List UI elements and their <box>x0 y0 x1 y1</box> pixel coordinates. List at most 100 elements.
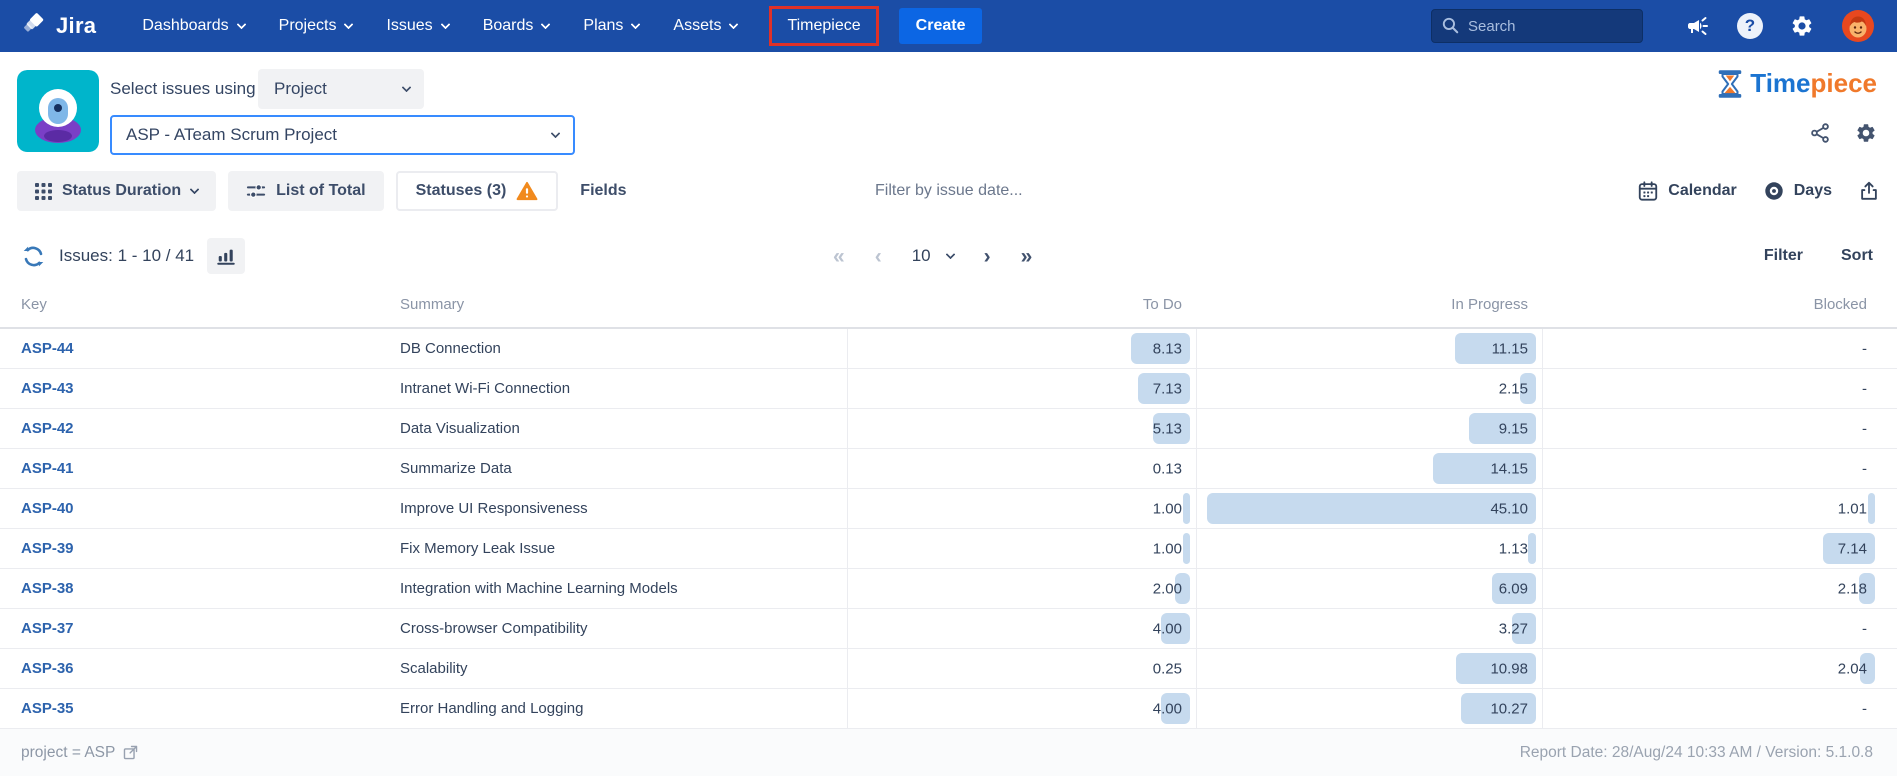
statuses-button[interactable]: Statuses (3) <box>396 171 559 211</box>
issue-summary: Fix Memory Leak Issue <box>395 529 847 568</box>
project-dropdown[interactable]: ASP - ATeam Scrum Project <box>110 115 575 155</box>
nav-item-label: Projects <box>279 17 337 35</box>
cell-to-do: 7.13 <box>847 369 1196 408</box>
issue-key-link[interactable]: ASP-43 <box>21 380 74 397</box>
nav-item[interactable]: Projects <box>277 7 355 45</box>
announcements-button[interactable] <box>1686 14 1710 38</box>
chevron-down-icon <box>236 19 246 29</box>
report-footer: project = ASP Report Date: 28/Aug/24 10:… <box>0 729 1897 776</box>
brand-piece: piece <box>1811 68 1878 98</box>
filter-button[interactable]: Filter <box>1764 247 1803 265</box>
report-type-dropdown[interactable]: Status Duration <box>17 171 216 211</box>
cell-blocked: - <box>1542 369 1881 408</box>
issues-bar: Issues: 1 - 10 / 41 « ‹ 10 › » <box>0 236 1897 276</box>
column-header-in-progress[interactable]: In Progress <box>1196 296 1542 327</box>
last-page-button[interactable]: » <box>1021 246 1033 267</box>
external-link-icon <box>122 744 139 761</box>
nav-item[interactable]: Timepiece <box>769 6 878 46</box>
nav-item-label: Plans <box>583 17 623 35</box>
toolbar-right: Calendar Days <box>1637 169 1880 213</box>
nav-item[interactable]: Assets <box>671 7 739 45</box>
duration-value: 11.15 <box>1492 340 1528 357</box>
duration-value: - <box>1862 700 1867 717</box>
first-page-button[interactable]: « <box>833 246 845 267</box>
prev-page-button[interactable]: ‹ <box>875 246 882 267</box>
settings-button[interactable] <box>1790 14 1814 38</box>
fields-button[interactable]: Fields <box>580 182 626 200</box>
export-button[interactable] <box>1858 179 1880 203</box>
issue-key-link[interactable]: ASP-40 <box>21 500 74 517</box>
issue-key-link[interactable]: ASP-41 <box>21 460 74 477</box>
issue-key-link[interactable]: ASP-37 <box>21 620 74 637</box>
top-navbar: Jira Dashboards Projects Issues Boards P… <box>0 0 1897 52</box>
global-search[interactable] <box>1431 9 1643 43</box>
issue-key-link[interactable]: ASP-44 <box>21 340 74 357</box>
days-toggle[interactable]: Days <box>1763 180 1832 202</box>
duration-value: - <box>1862 340 1867 357</box>
nav-item[interactable]: Dashboards <box>140 7 246 45</box>
user-avatar[interactable] <box>1841 9 1875 43</box>
calendar-button[interactable]: Calendar <box>1637 180 1736 202</box>
share-icon[interactable] <box>1809 122 1831 144</box>
duration-value: 2.00 <box>1153 580 1182 597</box>
duration-value: - <box>1862 420 1867 437</box>
jql-query-label: project = ASP <box>21 744 115 762</box>
issue-key-link[interactable]: ASP-42 <box>21 420 74 437</box>
page-size-dropdown[interactable]: 10 <box>912 246 954 266</box>
search-input[interactable] <box>1431 9 1643 43</box>
duration-value: 10.27 <box>1490 700 1528 717</box>
nav-item-label: Boards <box>483 17 534 35</box>
cell-blocked: - <box>1542 409 1881 448</box>
report-date-label: Report Date: 28/Aug/24 10:33 AM / Versio… <box>1520 744 1873 762</box>
duration-value: 1.01 <box>1838 500 1867 517</box>
help-button[interactable]: ? <box>1737 13 1763 39</box>
refresh-icon[interactable] <box>21 244 46 269</box>
cell-to-do: 2.00 <box>847 569 1196 608</box>
cell-blocked: 2.04 <box>1542 649 1881 688</box>
date-filter-input[interactable]: Filter by issue date... <box>875 182 1023 200</box>
cell-to-do: 5.13 <box>847 409 1196 448</box>
nav-item[interactable]: Boards <box>481 7 552 45</box>
issue-key-link[interactable]: ASP-36 <box>21 660 74 677</box>
column-header-blocked[interactable]: Blocked <box>1542 296 1881 327</box>
column-header-key[interactable]: Key <box>16 296 395 327</box>
duration-value: 45.10 <box>1490 500 1528 517</box>
jql-query-link[interactable]: project = ASP <box>21 744 139 762</box>
timepiece-logo: Timepiece <box>1715 68 1877 99</box>
cell-blocked: 7.14 <box>1542 529 1881 568</box>
table-row: ASP-37 Cross-browser Compatibility 4.00 … <box>0 609 1897 649</box>
cell-in-progress: 10.98 <box>1196 649 1542 688</box>
nav-menu: Dashboards Projects Issues Boards Plans … <box>140 6 878 46</box>
table-row: ASP-40 Improve UI Responsiveness 1.00 45… <box>0 489 1897 529</box>
jira-logo[interactable]: Jira <box>22 13 96 39</box>
table-header: Key Summary To Do In Progress Blocked <box>0 296 1897 329</box>
issue-key-link[interactable]: ASP-35 <box>21 700 74 717</box>
search-icon <box>1441 16 1460 35</box>
chart-view-button[interactable] <box>207 238 245 274</box>
column-header-to-do[interactable]: To Do <box>847 296 1196 327</box>
issues-count-label: Issues: 1 - 10 / 41 <box>59 246 194 266</box>
next-page-button[interactable]: › <box>984 246 991 267</box>
table-row: ASP-38 Integration with Machine Learning… <box>0 569 1897 609</box>
sort-button[interactable]: Sort <box>1841 247 1873 265</box>
issue-key-link[interactable]: ASP-39 <box>21 540 74 557</box>
cell-in-progress: 6.09 <box>1196 569 1542 608</box>
column-header-summary[interactable]: Summary <box>395 296 847 327</box>
list-of-total-button[interactable]: List of Total <box>228 171 383 211</box>
duration-value: 4.00 <box>1153 620 1182 637</box>
warning-icon <box>516 181 538 201</box>
nav-item[interactable]: Issues <box>384 7 450 45</box>
duration-value: 3.27 <box>1499 620 1528 637</box>
nav-item[interactable]: Plans <box>581 7 641 45</box>
report-settings-gear-icon[interactable] <box>1855 122 1877 144</box>
issue-key-link[interactable]: ASP-38 <box>21 580 74 597</box>
navbar-right: ? <box>1431 9 1875 43</box>
days-label: Days <box>1794 182 1832 200</box>
issue-source-dropdown[interactable]: Project <box>258 69 424 109</box>
create-button[interactable]: Create <box>899 8 983 44</box>
duration-value: 4.00 <box>1153 700 1182 717</box>
cell-blocked: - <box>1542 689 1881 728</box>
duration-value: 0.13 <box>1153 460 1182 477</box>
issue-summary: Intranet Wi-Fi Connection <box>395 369 847 408</box>
calendar-icon <box>1637 180 1659 202</box>
